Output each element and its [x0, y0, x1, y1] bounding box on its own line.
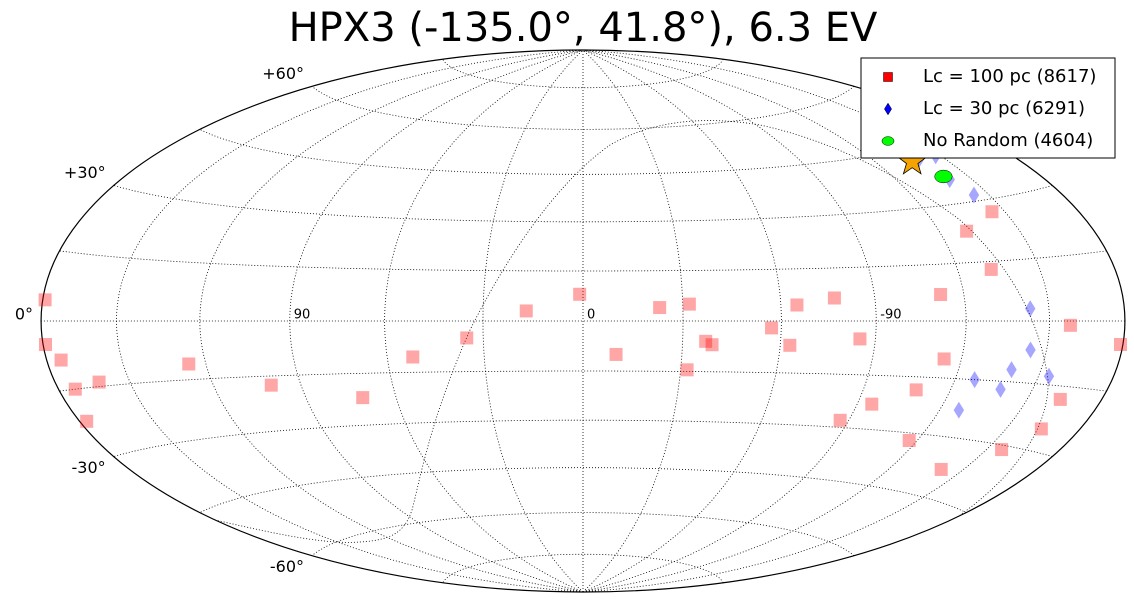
data-point — [682, 297, 696, 311]
legend-label: Lc = 30 pc (6291) — [923, 98, 1085, 119]
data-point — [909, 383, 923, 397]
data-point — [968, 186, 980, 204]
series-diamond — [913, 147, 1055, 419]
series-square — [38, 205, 1128, 476]
legend-marker — [884, 102, 892, 116]
map-outline — [40, 49, 1126, 593]
data-point — [460, 331, 474, 345]
data-point — [937, 352, 951, 366]
minor-grid-line — [582, 49, 782, 593]
data-point — [953, 401, 965, 419]
data-point — [1114, 338, 1128, 352]
data-point — [1043, 367, 1055, 385]
data-point — [80, 414, 94, 428]
data-point — [680, 363, 694, 377]
data-point — [705, 338, 719, 352]
data-point — [985, 205, 999, 219]
legend-marker — [881, 136, 895, 146]
minor-grid-line — [384, 49, 584, 593]
x-tick-label: -90 — [880, 308, 901, 323]
data-point — [865, 397, 879, 411]
data-point — [934, 288, 948, 302]
data-point — [38, 293, 52, 307]
data-point — [92, 375, 106, 389]
data-point — [790, 298, 804, 312]
data-point — [182, 357, 196, 371]
x-tick-label: 0 — [587, 308, 595, 323]
y-tick-label: +60° — [262, 64, 304, 83]
data-point — [1053, 392, 1067, 406]
data-point — [783, 338, 797, 352]
minor-grid-line — [115, 49, 584, 593]
minor-grid-line — [199, 129, 967, 175]
data-point — [995, 443, 1009, 457]
legend: Lc = 100 pc (8617) Lc = 30 pc (6291) No Ra… — [860, 57, 1116, 159]
y-tick-label: +30° — [64, 163, 106, 182]
series-circle — [934, 169, 953, 184]
legend-box — [860, 57, 1116, 159]
grid-line — [289, 49, 584, 593]
data-point — [853, 332, 867, 346]
y-tick-label: -30° — [72, 458, 106, 477]
data-point — [406, 350, 420, 364]
data-point — [573, 287, 587, 301]
data-point — [264, 378, 278, 392]
minor-grid-line — [199, 49, 584, 593]
legend-label: No Random (4604) — [923, 130, 1093, 151]
grid-line — [582, 49, 877, 593]
grid-line — [311, 512, 855, 557]
data-point — [1006, 361, 1017, 379]
data-point — [356, 391, 370, 405]
data-point — [934, 169, 953, 184]
data-point — [1034, 422, 1048, 436]
legend-marker — [883, 72, 893, 82]
data-point — [1025, 300, 1036, 318]
x-tick-label: 90 — [294, 308, 311, 323]
data-point — [833, 413, 847, 427]
data-point — [519, 304, 533, 318]
data-point — [54, 353, 68, 367]
data-point — [653, 301, 667, 315]
minor-grid-line — [442, 553, 724, 583]
minor-grid-line — [442, 59, 724, 89]
data-point — [765, 321, 779, 335]
data-point — [969, 371, 980, 389]
minor-grid-line — [482, 49, 584, 593]
data-point — [699, 334, 713, 348]
data-point — [960, 224, 974, 238]
chart-title: HPX3 (-135.0°, 41.8°), 6.3 EV — [289, 5, 878, 51]
data-point — [1025, 341, 1036, 359]
data-point — [609, 347, 623, 361]
reference-curve — [214, 120, 1049, 543]
data-point — [827, 291, 841, 305]
grid-line — [311, 85, 855, 130]
legend-label: Lc = 100 pc (8617) — [923, 66, 1096, 87]
data-point — [902, 434, 916, 448]
data-point — [1063, 318, 1077, 332]
data-point — [984, 262, 998, 276]
data-point — [68, 382, 82, 396]
y-tick-label: -60° — [270, 557, 304, 576]
y-tick-label: 0° — [15, 305, 33, 324]
grid-line — [113, 185, 1053, 223]
data-point — [38, 338, 52, 352]
data-point — [934, 462, 948, 476]
data-point — [995, 380, 1006, 398]
